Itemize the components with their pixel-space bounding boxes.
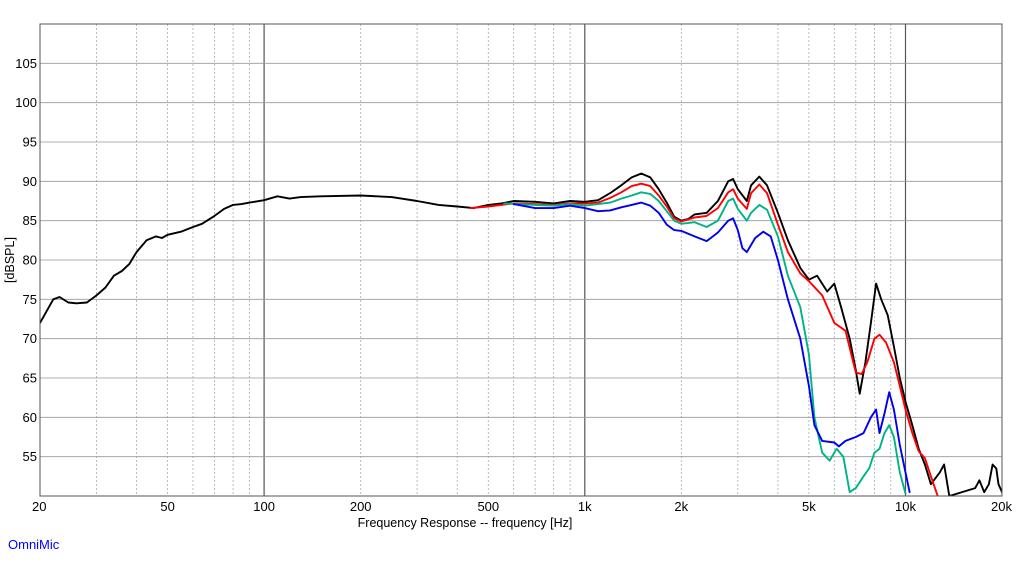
grid: [39, 24, 1003, 496]
x-tick-label: 50: [160, 499, 174, 514]
y-tick-label: 75: [23, 292, 37, 307]
series-line-4: [512, 201, 911, 494]
y-tick-label: 65: [23, 371, 37, 386]
series-line-3: [503, 191, 907, 495]
x-tick-label: 500: [477, 499, 499, 514]
series-line-2: [469, 182, 939, 496]
omnimic-label: OmniMic: [8, 537, 60, 552]
y-axis-ticks: 55 60 65 70 75 80 85 90 95 100 105: [15, 56, 37, 464]
plot-frame: [39, 23, 1003, 497]
y-tick-label: 90: [23, 174, 37, 189]
x-tick-label: 5k: [802, 499, 816, 514]
y-tick-label: 105: [15, 56, 37, 71]
x-tick-label: 200: [350, 499, 372, 514]
x-tick-label: 10k: [895, 499, 916, 514]
y-tick-label: 60: [23, 410, 37, 425]
y-tick-label: 70: [23, 331, 37, 346]
y-tick-label: 80: [23, 253, 37, 268]
x-tick-label: 1k: [578, 499, 592, 514]
x-tick-label: 20: [32, 499, 46, 514]
series-line-1: [40, 172, 1002, 496]
y-tick-label: 55: [23, 449, 37, 464]
series-layer: [40, 172, 1002, 496]
x-tick-label: 100: [253, 499, 275, 514]
x-tick-label: 20k: [991, 499, 1012, 514]
y-tick-label: 85: [23, 213, 37, 228]
y-tick-label: 95: [23, 135, 37, 150]
x-axis-ticks: 20 50 100 200 500 1k 2k 5k 10k 20k: [32, 499, 1012, 514]
x-axis-label: Frequency Response -- frequency [Hz]: [358, 516, 573, 530]
x-tick-label: 2k: [674, 499, 688, 514]
y-axis-label: [dBSPL]: [3, 237, 17, 283]
y-tick-label: 100: [15, 95, 37, 110]
